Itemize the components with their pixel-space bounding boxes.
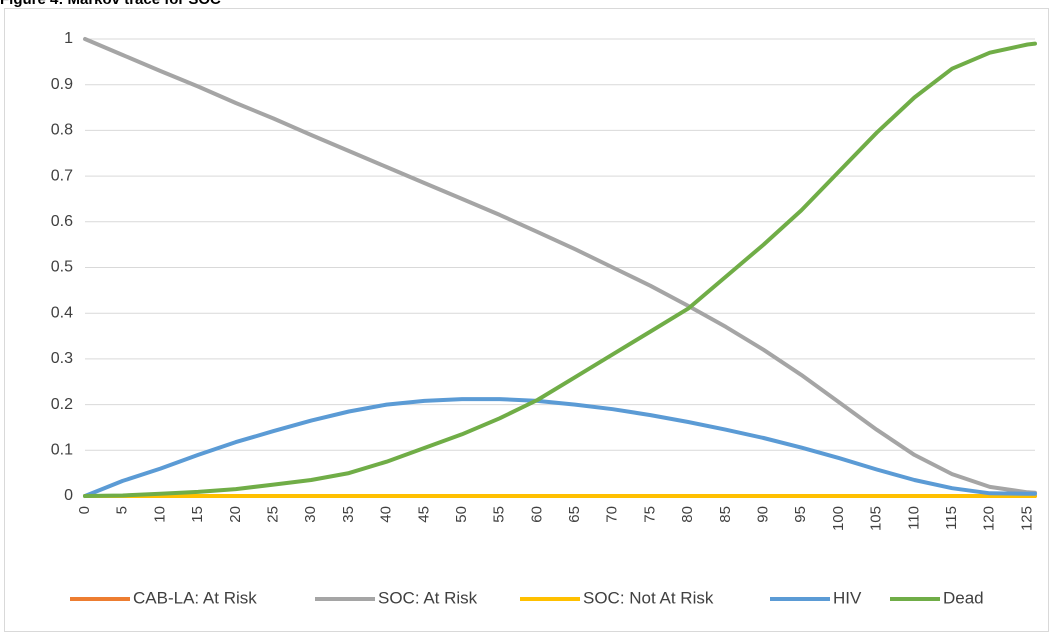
y-tick-label: 0.6 [51, 213, 73, 230]
gridlines [85, 38, 1035, 451]
x-tick-label: 95 [792, 506, 809, 523]
legend-item: Dead [890, 588, 984, 607]
line-chart: 00.10.20.30.40.50.60.70.80.910 5 10 15 20 25 3… [51, 30, 1037, 607]
y-tick-label: 0.2 [51, 396, 73, 413]
legend: CAB-LA: At Risk SOC: At Risk SOC: Not At R… [70, 588, 984, 607]
x-tick-label: 40 [378, 506, 395, 523]
x-tick-label: 20 [227, 506, 244, 523]
legend-item: SOC: Not At Risk [520, 588, 714, 607]
x-tick-label: 70 [604, 506, 621, 523]
y-tick-label: 0.3 [51, 350, 73, 367]
y-tick-label: 1 [64, 30, 73, 47]
y-tick-label: 0.5 [51, 259, 73, 276]
legend-item: HIV [770, 588, 862, 607]
x-tick-label: 5 [114, 506, 131, 514]
x-tick-label: 75 [641, 506, 658, 523]
x-tick-label: 35 [340, 506, 357, 523]
x-tick-label: 45 [415, 506, 432, 523]
figure-caption: Figure 4: Markov trace for SOC [0, 0, 221, 8]
series-line-3 [83, 397, 1037, 498]
x-tick-label: 105 [868, 506, 885, 531]
x-tick-label: 30 [302, 506, 319, 523]
y-tick-label: 0 [64, 487, 73, 504]
x-tick-label: 15 [189, 506, 206, 523]
legend-label: CAB-LA: At Risk [133, 588, 257, 607]
x-tick-label: 85 [717, 506, 734, 523]
legend-item: CAB-LA: At Risk [70, 588, 257, 607]
x-tick-label: 50 [453, 506, 470, 523]
x-tick-label: 65 [566, 506, 583, 523]
y-tick-label: 0.9 [51, 76, 73, 93]
x-tick-label: 55 [491, 506, 508, 523]
x-tick-label: 100 [830, 506, 847, 531]
x-tick-label: 0 [76, 506, 93, 514]
chart-frame: 0 0.1 0.2 0.3 0.4 0.5 0.6 0.7 0.8 0.9 1 0 5 10 15 20 25 3… [4, 8, 1049, 632]
x-tick-label: 110 [905, 506, 922, 530]
x-tick-label: 10 [151, 506, 168, 523]
legend-label: HIV [833, 588, 862, 607]
series-lines [83, 37, 1037, 498]
series-line-1 [83, 37, 1037, 495]
x-tick-label: 80 [679, 506, 696, 523]
x-tick-label: 25 [264, 506, 281, 523]
legend-item: SOC: At Risk [315, 588, 478, 607]
x-tick-label: 120 [981, 506, 998, 531]
series-line-4 [83, 41, 1037, 498]
y-tick-label: 0.8 [51, 122, 73, 139]
y-tick-label: 0.1 [51, 442, 73, 459]
legend-label: Dead [943, 588, 984, 607]
x-tick-label: 125 [1018, 506, 1035, 531]
x-tick-label: 60 [528, 506, 545, 523]
y-tick-label: 0.4 [51, 304, 73, 321]
x-tick-label: 115 [943, 506, 960, 530]
legend-label: SOC: At Risk [378, 588, 478, 607]
y-tick-label: 0.7 [51, 167, 73, 184]
x-tick-label: 90 [755, 506, 772, 523]
legend-label: SOC: Not At Risk [583, 588, 714, 607]
